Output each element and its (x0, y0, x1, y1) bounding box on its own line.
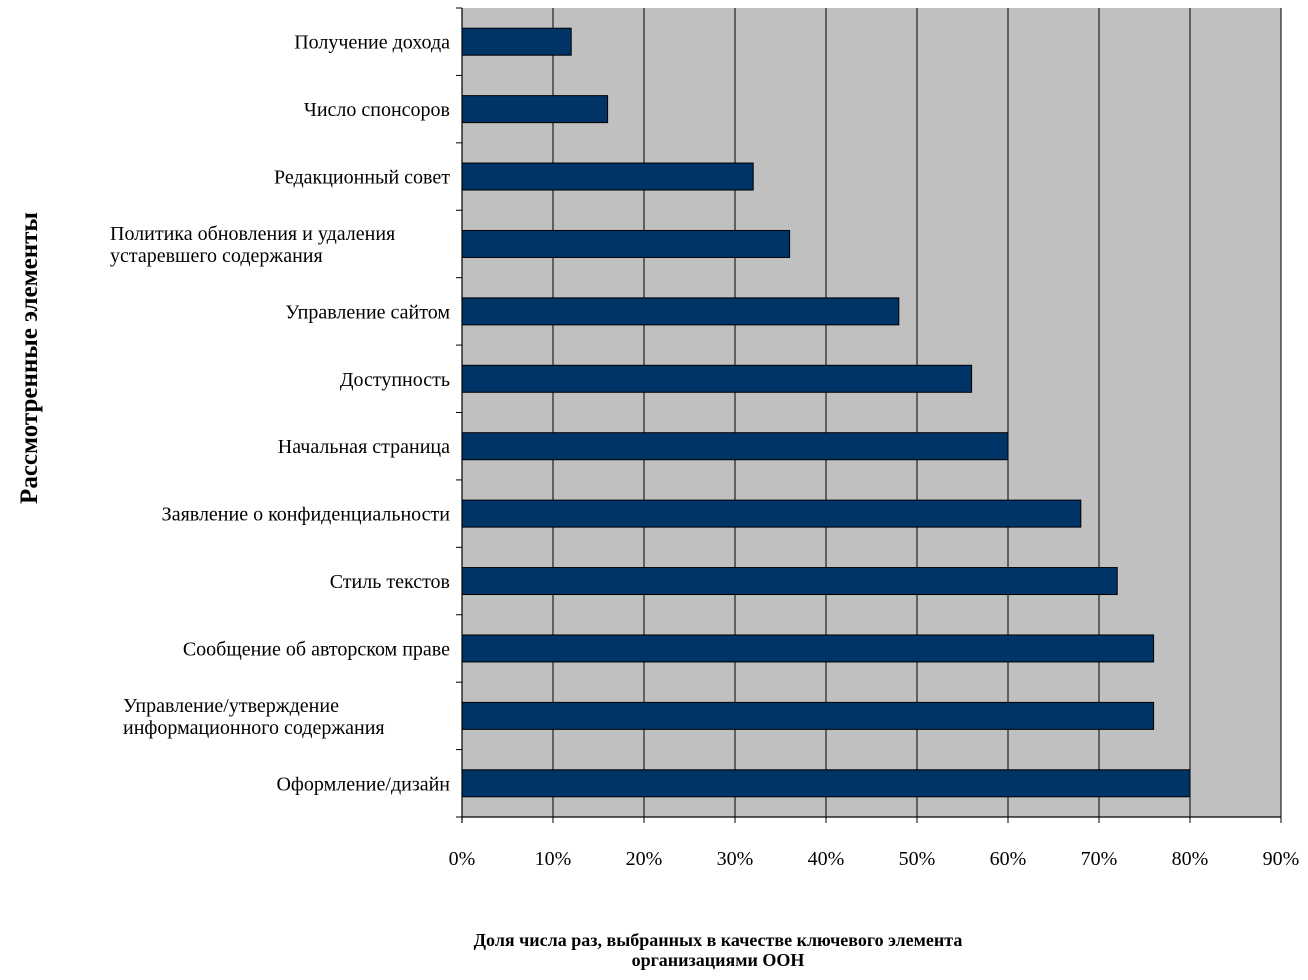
category-label-line: Получение дохода (294, 32, 450, 54)
bar (461, 297, 900, 326)
category-label-line: Стиль текстов (330, 571, 450, 593)
category-label-line: Управление сайтом (285, 301, 450, 323)
x-tick-label: 90% (1263, 848, 1300, 870)
category-label-line: Число спонсоров (304, 99, 450, 121)
category-label: Доступность (340, 369, 450, 391)
bar (461, 634, 1155, 663)
x-tick-label: 10% (535, 848, 572, 870)
category-label: Заявление о конфиденциальности (162, 504, 451, 526)
category-label-line: Заявление о конфиденциальности (162, 504, 451, 526)
x-tick-label: 0% (449, 848, 476, 870)
category-label: Начальная страница (278, 436, 450, 458)
bar (461, 27, 572, 56)
category-label-line: Начальная страница (278, 436, 450, 458)
bar (461, 432, 1009, 461)
category-label: Оформление/дизайн (276, 773, 450, 795)
category-label-line: Политика обновления и удаления (110, 223, 395, 245)
bar (461, 499, 1082, 528)
category-label-line: Оформление/дизайн (276, 773, 450, 795)
category-label-line: информационного содержания (123, 717, 385, 739)
x-axis-title: Доля числа раз, выбранных в качестве клю… (338, 930, 1098, 970)
category-label-line: устаревшего содержания (110, 245, 323, 267)
x-tick-label: 40% (808, 848, 845, 870)
category-label-line: Редакционный совет (274, 167, 450, 189)
category-label: Сообщение об авторском праве (183, 638, 450, 660)
category-label: Число спонсоров (304, 99, 450, 121)
x-axis-title-line-2: организациями ООН (631, 950, 805, 970)
category-label: Управление/утверждение информационного со… (123, 695, 385, 739)
category-label: Получение дохода (294, 32, 450, 54)
x-tick-label: 80% (1172, 848, 1209, 870)
category-label-line: Управление/утверждение (123, 695, 339, 717)
x-tick-label: 50% (899, 848, 936, 870)
bar (461, 567, 1118, 596)
category-label: Управление сайтом (285, 301, 450, 323)
bar (461, 95, 609, 124)
x-tick-label: 60% (990, 848, 1027, 870)
x-tick-label: 20% (626, 848, 663, 870)
plot-area (462, 8, 1281, 817)
bar (461, 162, 754, 191)
category-label-line: Сообщение об авторском праве (183, 638, 450, 660)
bar (461, 364, 973, 393)
category-label: Стиль текстов (330, 571, 450, 593)
bar (461, 229, 791, 258)
x-tick-label: 30% (717, 848, 754, 870)
category-label: Политика обновления и удаления устаревшег… (110, 223, 395, 267)
bar (461, 701, 1155, 730)
x-axis-title-line-1: Доля числа раз, выбранных в качестве клю… (473, 930, 963, 950)
category-label-line: Доступность (340, 369, 450, 391)
bar (461, 769, 1191, 798)
x-tick-label: 70% (1081, 848, 1118, 870)
category-label: Редакционный совет (274, 167, 450, 189)
